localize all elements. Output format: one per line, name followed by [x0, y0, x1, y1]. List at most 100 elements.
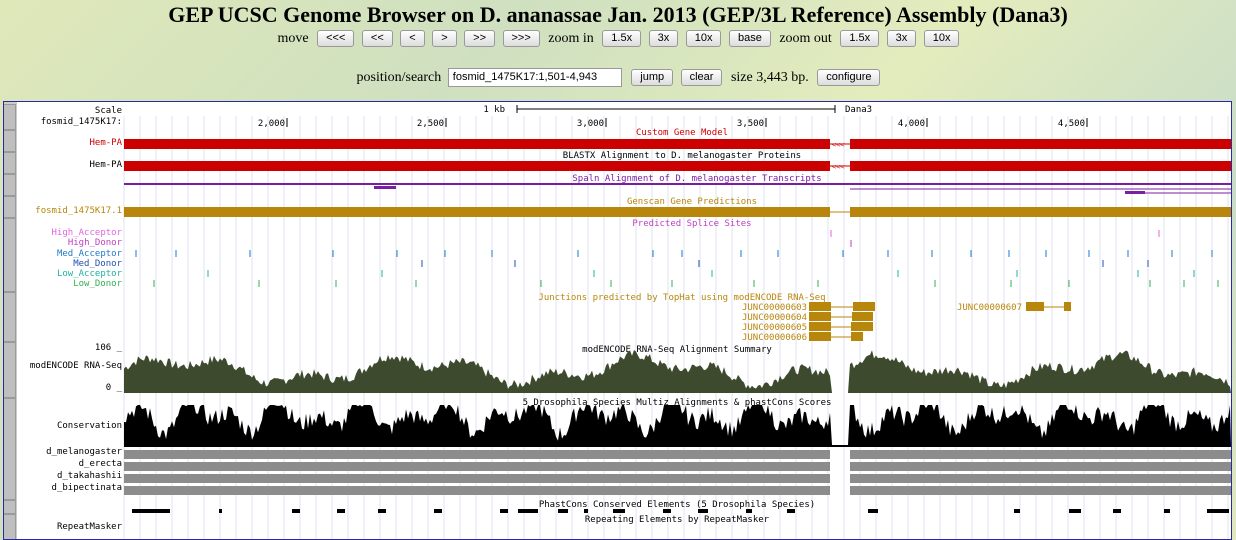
- zoom-in-10x-button[interactable]: 10x: [685, 30, 722, 47]
- ruler-gutter-button[interactable]: [4, 104, 16, 130]
- phastcons-element[interactable]: [613, 509, 625, 513]
- phastcons-element[interactable]: [746, 509, 752, 513]
- jump-button[interactable]: jump: [631, 69, 674, 86]
- navigation-row: move <<< << < > >> >>> zoom in 1.5x 3x 1…: [0, 30, 1236, 47]
- phastcons-element[interactable]: [787, 509, 795, 513]
- species-d-erecta-label: d_erecta: [78, 459, 122, 469]
- custom-gene-item-label[interactable]: Hem-PA: [89, 138, 122, 148]
- repeatmasker-title: Repeating Elements by RepeatMasker: [585, 515, 770, 525]
- phastcons-element[interactable]: [518, 509, 538, 513]
- junction-603-block-left[interactable]: [809, 302, 831, 311]
- zoom-in-label: zoom in: [548, 30, 594, 46]
- splice-gutter-button[interactable]: [4, 218, 16, 292]
- move-far-left-button[interactable]: <<<: [317, 30, 355, 47]
- phastcons-title: PhastCons Conserved Elements (5 Drosophi…: [539, 500, 815, 510]
- zoom-base-button[interactable]: base: [728, 30, 771, 47]
- phastcons-element[interactable]: [132, 509, 170, 513]
- zoom-out-3x-button[interactable]: 3x: [886, 30, 917, 47]
- junction-606-block-right[interactable]: [851, 332, 863, 341]
- junction-605-block-left[interactable]: [809, 322, 831, 331]
- phastcons-element[interactable]: [1069, 509, 1081, 513]
- junction-604-block-left[interactable]: [809, 312, 831, 321]
- track-image[interactable]: 1 kb Dana3 2,000 2,500 3,000 3,500 4,000 4,50…: [122, 102, 1231, 539]
- high-donor-label: High_Donor: [67, 238, 122, 248]
- move-small-left-button[interactable]: <: [400, 30, 425, 47]
- genscan-gutter-button[interactable]: [4, 196, 16, 218]
- blastx-gutter-button[interactable]: [4, 152, 16, 174]
- junction-605-label[interactable]: JUNC00000605: [742, 323, 807, 333]
- chrom-label: fosmid_1475K17:: [40, 117, 122, 127]
- phastcons-element[interactable]: [698, 509, 708, 513]
- genscan-item-label[interactable]: fosmid_1475K17.1: [35, 206, 122, 216]
- rnaseq-gutter-button[interactable]: [4, 342, 16, 398]
- zoom-out-label: zoom out: [779, 30, 832, 46]
- position-search-label: position/search: [356, 69, 442, 85]
- species-alignment-bar: [850, 486, 1231, 495]
- conservation-score-plot[interactable]: [124, 405, 1231, 447]
- custom-gene-gutter-button[interactable]: [4, 130, 16, 152]
- zoom-out-10x-button[interactable]: 10x: [923, 30, 960, 47]
- spaln-block-2[interactable]: [1125, 191, 1145, 194]
- phastcons-element[interactable]: [219, 509, 222, 513]
- zoom-in-3x-button[interactable]: 3x: [648, 30, 679, 47]
- phastcons-element[interactable]: [337, 509, 345, 513]
- phastcons-element[interactable]: [434, 509, 442, 513]
- phastcons-element[interactable]: [1164, 509, 1170, 513]
- move-far-right-button[interactable]: >>>: [502, 30, 540, 47]
- junction-606-label[interactable]: JUNC00000606: [742, 333, 807, 343]
- spaln-gutter-button[interactable]: [4, 174, 16, 196]
- junction-607-block-right[interactable]: [1064, 302, 1071, 311]
- move-right-button[interactable]: >>: [464, 30, 495, 47]
- blastx-exon-2[interactable]: [850, 161, 1231, 171]
- ruler-ticks: 2,000 2,500 3,000 3,500 4,000 4,500: [258, 118, 1088, 129]
- junction-603-label[interactable]: JUNC00000603: [742, 303, 807, 313]
- genscan-exon-1[interactable]: [124, 207, 830, 217]
- rnaseq-coverage[interactable]: [124, 350, 1231, 393]
- junction-605-block-right[interactable]: [851, 322, 873, 331]
- clear-button[interactable]: clear: [680, 69, 723, 86]
- zoom-in-1-5x-button[interactable]: 1.5x: [602, 30, 642, 47]
- junction-603-block-right[interactable]: [853, 302, 875, 311]
- rnaseq-label: modENCODE RNA-Seq: [29, 361, 122, 371]
- junction-607-block-left[interactable]: [1026, 302, 1044, 311]
- position-search-input[interactable]: fosmid_1475K17:1,501-4,943: [447, 68, 622, 87]
- phastcons-element[interactable]: [558, 509, 568, 513]
- rnaseq-min-label: 0 _: [105, 383, 122, 393]
- blastx-exon-1[interactable]: [124, 161, 830, 171]
- genscan-exon-2[interactable]: [850, 207, 1231, 217]
- repeatmasker-label: RepeatMasker: [56, 522, 122, 532]
- conservation-gutter-button[interactable]: [4, 398, 16, 500]
- phastcons-element[interactable]: [584, 509, 588, 513]
- phastcons-element[interactable]: [868, 509, 878, 513]
- species-d-melanogaster-label: d_melanogaster: [46, 447, 122, 457]
- move-left-button[interactable]: <<: [361, 30, 393, 47]
- configure-button[interactable]: configure: [817, 69, 881, 86]
- custom-gene-exon-2[interactable]: [850, 139, 1231, 149]
- phastcons-element[interactable]: [1207, 509, 1229, 513]
- phastcons-element[interactable]: [663, 509, 671, 513]
- junction-604-block-right[interactable]: [852, 312, 873, 321]
- junction-607-label[interactable]: JUNC00000607: [957, 303, 1022, 313]
- phastcons-element[interactable]: [292, 509, 300, 513]
- species-alignment-bar: [124, 486, 830, 495]
- conservation-title: 5 Drosophila Species Multiz Alignments &…: [523, 398, 832, 408]
- spaln-block-1[interactable]: [374, 186, 396, 189]
- phastcons-element[interactable]: [1014, 509, 1020, 513]
- zoom-out-1-5x-button[interactable]: 1.5x: [840, 30, 880, 47]
- scale-bar-label: 1 kb: [483, 105, 505, 115]
- custom-gene-exon-1[interactable]: [124, 139, 830, 149]
- junction-606-block-left[interactable]: [809, 332, 831, 341]
- move-label: move: [277, 30, 309, 46]
- junction-604-label[interactable]: JUNC00000604: [742, 313, 807, 323]
- blastx-item-label[interactable]: Hem-PA: [89, 160, 122, 170]
- phastcons-element[interactable]: [1113, 509, 1121, 513]
- repeatmasker-gutter-button[interactable]: [4, 514, 16, 539]
- move-small-right-button[interactable]: >: [432, 30, 457, 47]
- phastcons-elements[interactable]: [132, 509, 1229, 513]
- species-alignment-bar: [850, 462, 1231, 471]
- phastcons-element[interactable]: [500, 509, 508, 513]
- phastcons-element[interactable]: [378, 509, 386, 513]
- tophat-gutter-button[interactable]: [4, 292, 16, 342]
- phastcons-gutter-button[interactable]: [4, 500, 16, 514]
- custom-gene-title: Custom Gene Model: [636, 128, 728, 138]
